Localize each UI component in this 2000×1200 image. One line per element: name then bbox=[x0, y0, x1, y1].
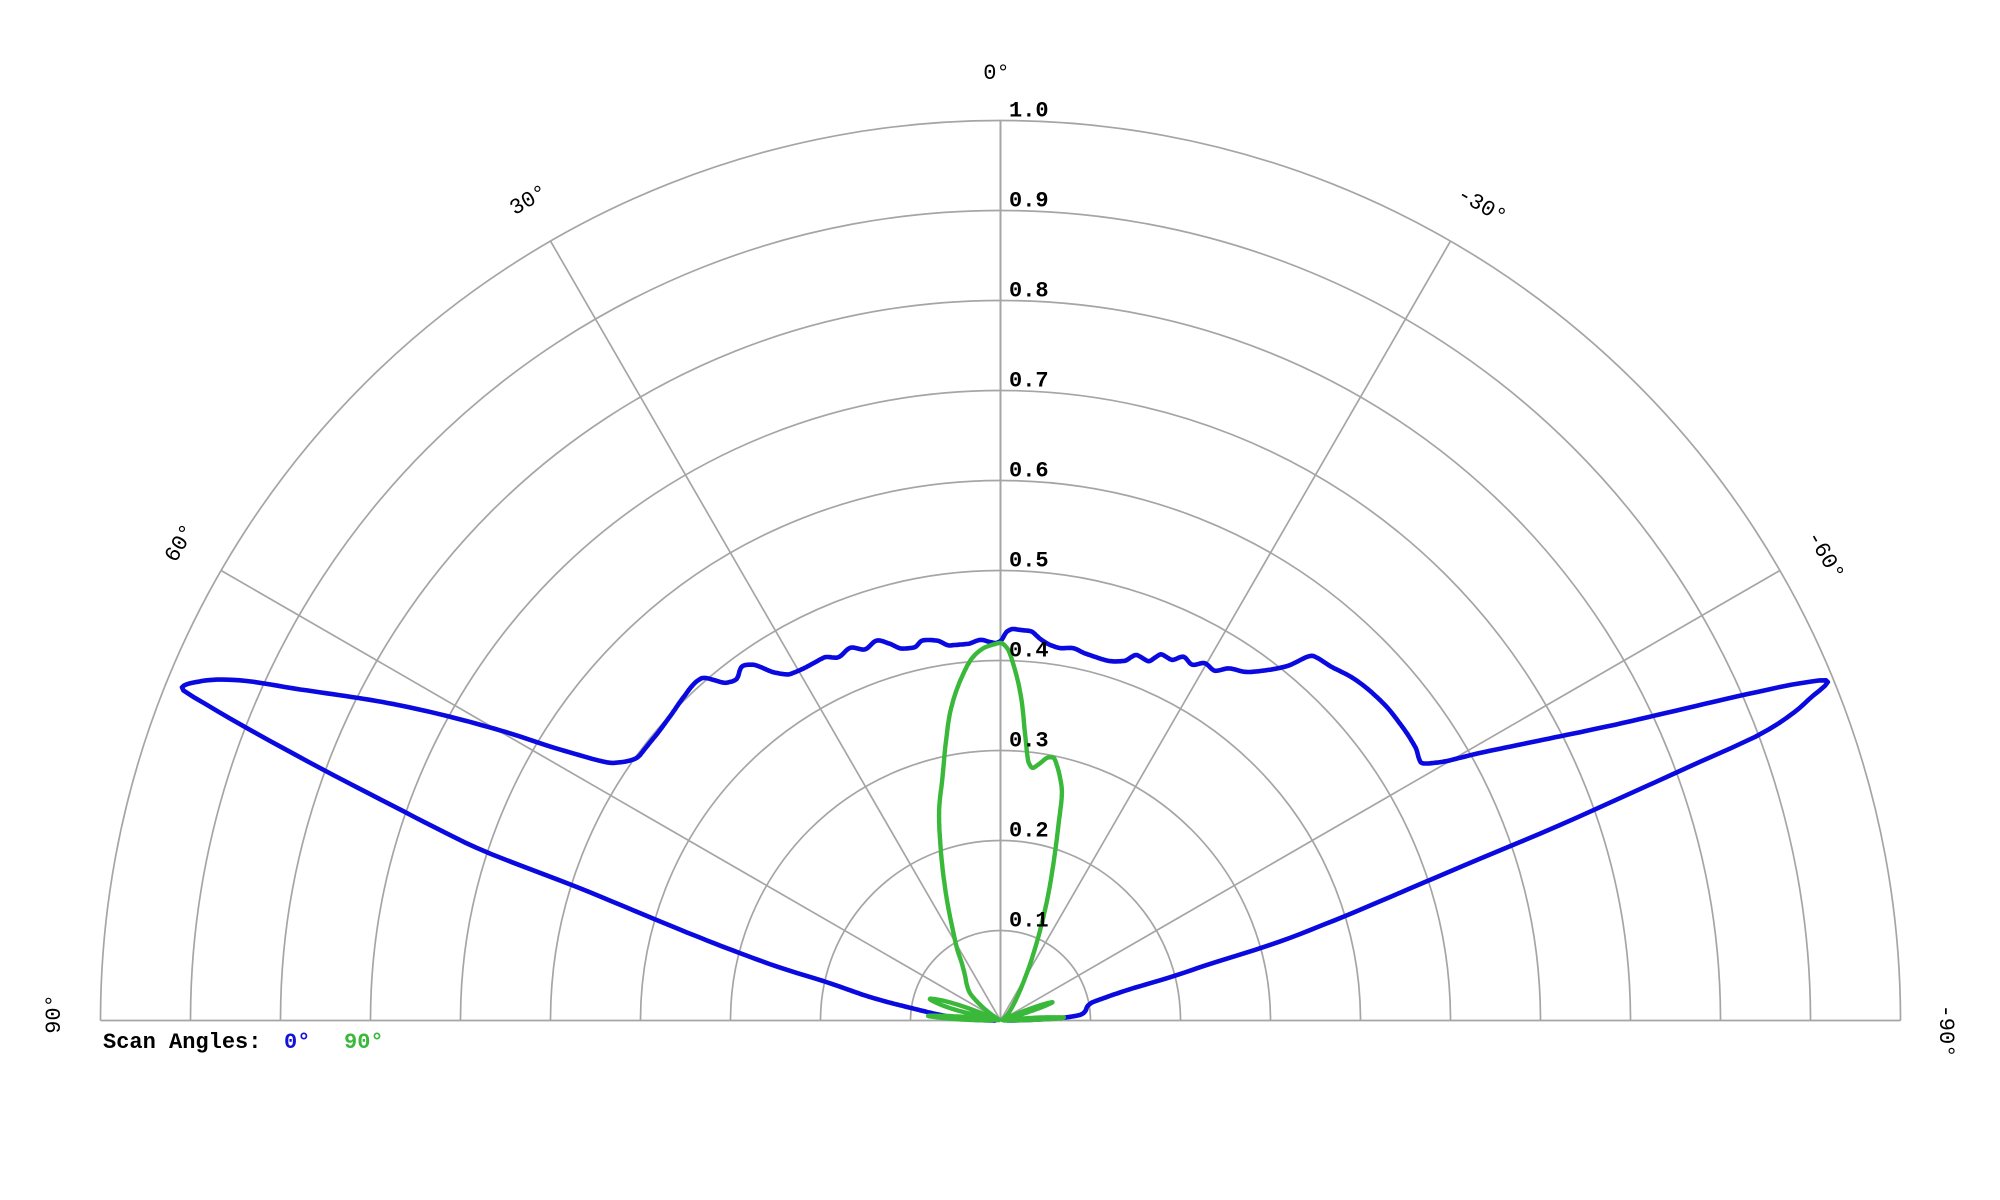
svg-text:0.9: 0.9 bbox=[1009, 189, 1049, 214]
svg-text:60°: 60° bbox=[160, 520, 201, 567]
svg-text:0.6: 0.6 bbox=[1009, 459, 1049, 484]
svg-text:0.3: 0.3 bbox=[1009, 729, 1049, 754]
svg-text:-30°: -30° bbox=[1452, 182, 1510, 230]
svg-text:0°: 0° bbox=[284, 1030, 310, 1055]
svg-text:Scan Angles:: Scan Angles: bbox=[103, 1030, 261, 1055]
svg-text:0.8: 0.8 bbox=[1009, 279, 1049, 304]
svg-text:0.7: 0.7 bbox=[1009, 369, 1049, 394]
svg-text:90°: 90° bbox=[344, 1030, 384, 1055]
svg-text:90°: 90° bbox=[42, 994, 67, 1034]
svg-text:30°: 30° bbox=[506, 180, 553, 221]
svg-text:0.2: 0.2 bbox=[1009, 819, 1049, 844]
svg-text:1.0: 1.0 bbox=[1009, 99, 1049, 124]
svg-text:-60°: -60° bbox=[1801, 527, 1849, 585]
svg-text:-90°: -90° bbox=[1933, 1005, 1958, 1058]
svg-text:0.5: 0.5 bbox=[1009, 549, 1049, 574]
svg-text:0°: 0° bbox=[983, 61, 1009, 86]
svg-text:0.4: 0.4 bbox=[1009, 639, 1049, 664]
svg-text:0.1: 0.1 bbox=[1009, 909, 1049, 934]
